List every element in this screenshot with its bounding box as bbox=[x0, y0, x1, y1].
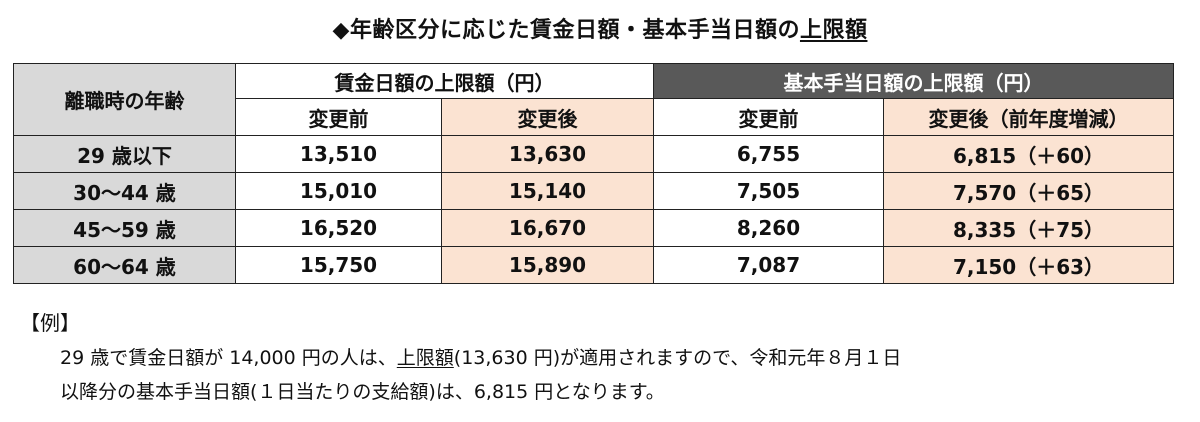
basic-after-header: 変更後（前年度増減） bbox=[883, 98, 1174, 136]
wage-before-cell: 15,750 bbox=[235, 246, 442, 284]
basic-before-cell: 7,087 bbox=[653, 246, 884, 284]
age-cell: 60～64 歳 bbox=[13, 246, 236, 284]
age-cell: 30～44 歳 bbox=[13, 172, 236, 210]
basic-before-cell: 6,755 bbox=[653, 135, 884, 173]
example-line-2: 以降分の基本手当日額(１日当たりの支給額)は、6,815 円となります。 bbox=[60, 381, 665, 403]
wage-before-cell: 13,510 bbox=[235, 135, 442, 173]
example-line-1-start: 29 歳で賃金日額が 14,000 円の人は、 bbox=[60, 347, 397, 369]
table-row: 29 歳以下 13,510 13,630 6,755 6,815（＋60） bbox=[13, 135, 1174, 173]
wage-after-header: 変更後 bbox=[441, 98, 654, 136]
basic-after-cell: 7,150（＋63） bbox=[883, 246, 1174, 284]
table-row: 45～59 歳 16,520 16,670 8,260 8,335（＋75） bbox=[13, 209, 1174, 247]
page-title: ◆年齢区分に応じた賃金日額・基本手当日額の上限額 bbox=[0, 12, 1200, 44]
basic-before-cell: 7,505 bbox=[653, 172, 884, 210]
wage-after-cell: 15,890 bbox=[441, 246, 654, 284]
basic-after-cell: 8,335（＋75） bbox=[883, 209, 1174, 247]
basic-before-header: 変更前 bbox=[653, 98, 884, 136]
basic-before-cell: 8,260 bbox=[653, 209, 884, 247]
basic-group-header: 基本手当日額の上限額（円） bbox=[653, 63, 1174, 99]
title-prefix: ◆年齢区分に応じた賃金日額・基本手当日額の bbox=[332, 18, 800, 43]
example-line-1-underlined: 上限額 bbox=[396, 347, 454, 369]
header-row-sub: 変更前 変更後 変更前 変更後（前年度増減） bbox=[14, 98, 1174, 136]
example-line-1: 29 歳で賃金日額が 14,000 円の人は、上限額(13,630 円)が適用さ… bbox=[60, 343, 901, 370]
basic-after-cell: 6,815（＋60） bbox=[883, 135, 1174, 173]
header-row-groups: 離職時の年齢 賃金日額の上限額（円） 基本手当日額の上限額（円） bbox=[13, 63, 1174, 136]
wage-before-cell: 16,520 bbox=[235, 209, 442, 247]
wage-after-cell: 13,630 bbox=[441, 135, 654, 173]
wage-before-cell: 15,010 bbox=[235, 172, 442, 210]
table-row: 60～64 歳 15,750 15,890 7,087 7,150（＋63） bbox=[13, 246, 1174, 284]
wage-before-header: 変更前 bbox=[235, 98, 442, 136]
age-column-header: 離職時の年齢 bbox=[13, 63, 236, 136]
wage-group-header: 賃金日額の上限額（円） bbox=[235, 63, 654, 99]
title-underlined: 上限額 bbox=[799, 18, 868, 43]
example-line-1-end: (13,630 円)が適用されますので、令和元年８月１日 bbox=[453, 347, 902, 369]
wage-after-cell: 16,670 bbox=[441, 209, 654, 247]
age-cell: 29 歳以下 bbox=[13, 135, 236, 173]
example-heading: 【例】 bbox=[20, 311, 80, 335]
upper-limit-table: 離職時の年齢 賃金日額の上限額（円） 基本手当日額の上限額（円） 変更前 変更後… bbox=[13, 63, 1174, 284]
age-cell: 45～59 歳 bbox=[13, 209, 236, 247]
wage-after-cell: 15,140 bbox=[441, 172, 654, 210]
basic-after-cell: 7,570（＋65） bbox=[883, 172, 1174, 210]
table-row: 30～44 歳 15,010 15,140 7,505 7,570（＋65） bbox=[13, 172, 1174, 210]
